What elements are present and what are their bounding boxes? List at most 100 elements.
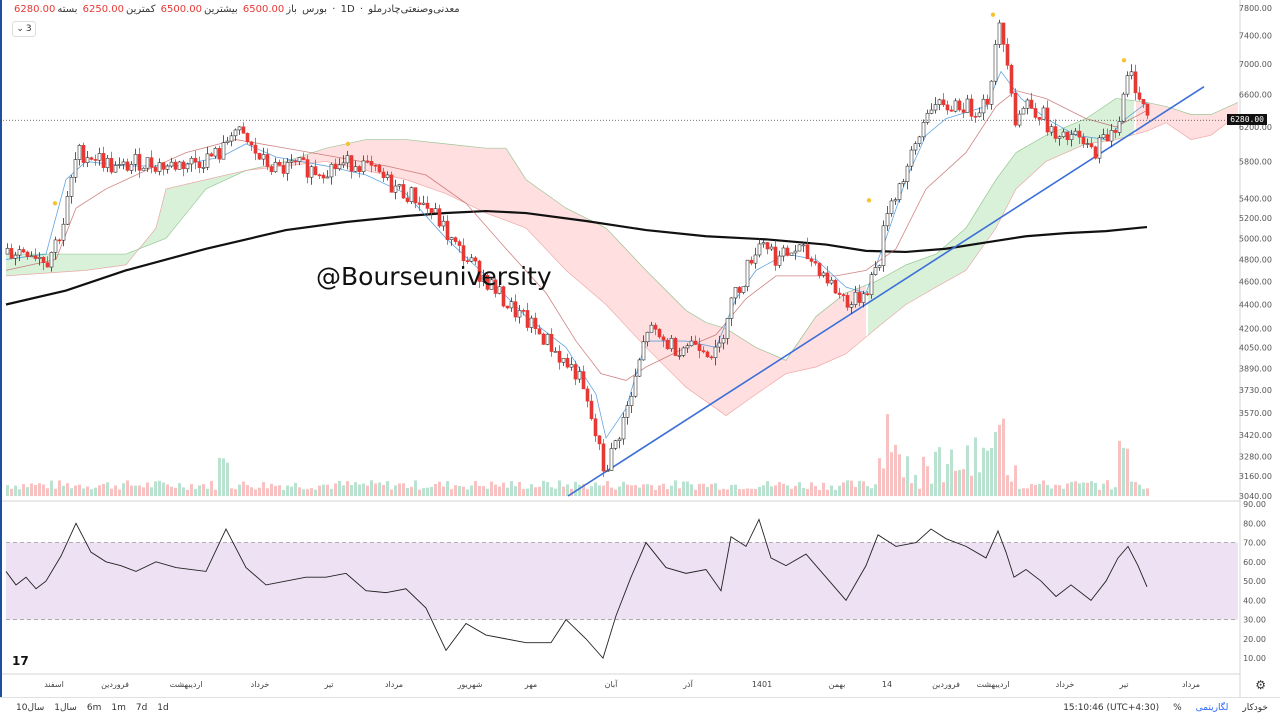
volume-bar xyxy=(790,488,793,496)
candle-body xyxy=(765,242,770,250)
candle-body xyxy=(517,310,522,318)
candle-body xyxy=(69,176,74,197)
candle-body xyxy=(97,153,102,161)
price-tick-label: 5400.00 xyxy=(1239,194,1272,203)
volume-bar xyxy=(1110,489,1113,496)
volume-bar xyxy=(322,484,325,496)
candle-body xyxy=(1097,137,1102,159)
volume-bar xyxy=(650,485,653,496)
candle-body xyxy=(329,163,334,178)
volume-bar xyxy=(510,481,513,496)
candle-body xyxy=(45,262,50,268)
volume-bar xyxy=(286,485,289,496)
volume-bar xyxy=(878,458,881,496)
candle-body xyxy=(605,470,610,472)
volume-bar xyxy=(826,489,829,496)
candle-body xyxy=(337,164,342,170)
symbol-name[interactable]: معدنی‌وصنعتی‌چادرملو xyxy=(368,4,460,15)
percent-toggle[interactable]: % xyxy=(1173,703,1182,713)
volume-bar xyxy=(50,480,53,496)
volume-bar xyxy=(1022,488,1025,496)
volume-bar xyxy=(886,414,889,496)
candle-body xyxy=(293,160,298,163)
volume-bar xyxy=(818,489,821,496)
time-tick-label: خرداد xyxy=(1056,680,1075,689)
volume-bar xyxy=(214,489,217,496)
candle-body xyxy=(457,241,462,246)
volume-bar xyxy=(722,488,725,496)
candle-body xyxy=(621,417,626,440)
volume-bar xyxy=(198,485,201,496)
price-tick-label: 4050.00 xyxy=(1239,343,1272,352)
volume-bar xyxy=(538,486,541,496)
volume-bar xyxy=(610,487,613,496)
candle-body xyxy=(717,342,722,348)
range-1m[interactable]: 1m xyxy=(111,703,126,713)
auto-toggle[interactable]: خودکار xyxy=(1242,703,1268,713)
candle-body xyxy=(725,318,730,339)
candle-body xyxy=(821,272,826,276)
log-toggle[interactable]: لگاریتمی xyxy=(1195,703,1229,713)
volume-bar xyxy=(474,480,477,496)
candle-body xyxy=(21,249,26,253)
signal-dot xyxy=(345,141,351,147)
volume-bar xyxy=(782,483,785,496)
tradingview-logo-icon[interactable]: 17 xyxy=(12,654,29,668)
volume-bar xyxy=(1082,482,1085,496)
candle-body xyxy=(413,187,418,204)
clock-time[interactable]: 15:10:46 (UTC+4:30) xyxy=(1063,703,1160,713)
candle-body xyxy=(693,340,698,345)
candle-body xyxy=(261,154,266,160)
volume-bar xyxy=(662,483,665,496)
candle-body xyxy=(709,356,714,359)
volume-bar xyxy=(1042,480,1045,496)
candle-body xyxy=(573,364,578,380)
indicators-toggle-button[interactable]: ⌄ 3 xyxy=(12,21,36,37)
gear-icon[interactable]: ⚙ xyxy=(1255,678,1266,692)
volume-bar xyxy=(98,485,101,496)
candle-body xyxy=(901,181,906,185)
volume-bar xyxy=(146,482,149,496)
candle-body xyxy=(437,208,442,227)
range-6m[interactable]: 6m xyxy=(86,703,102,713)
range-7d[interactable]: 7d xyxy=(135,703,148,713)
volume-bar xyxy=(534,487,537,496)
candle-body xyxy=(841,294,846,296)
candle-body xyxy=(289,160,294,163)
low-label: کمترین xyxy=(126,4,156,15)
candle-body xyxy=(305,159,310,178)
volume-bar xyxy=(618,486,621,496)
volume-bar xyxy=(450,489,453,496)
volume-bar xyxy=(262,482,265,496)
candle-body xyxy=(241,126,246,134)
volume-bar xyxy=(346,481,349,496)
candle-body xyxy=(1129,71,1134,76)
range-1d[interactable]: 1d xyxy=(157,703,169,713)
candle-body xyxy=(57,239,62,242)
candle-body xyxy=(401,184,406,199)
volume-bar xyxy=(470,485,473,496)
price-tick-label: 5200.00 xyxy=(1239,214,1272,223)
candle-body xyxy=(489,279,494,290)
candle-body xyxy=(1009,64,1014,94)
volume-bar xyxy=(558,480,561,496)
candle-body xyxy=(389,174,394,193)
candle-body xyxy=(565,357,570,368)
candle-body xyxy=(313,166,318,176)
candle-body xyxy=(885,213,890,227)
volume-bar xyxy=(370,480,373,496)
candle-body xyxy=(65,196,70,225)
volume-bar xyxy=(22,484,25,496)
volume-bar xyxy=(254,489,257,496)
volume-bar xyxy=(362,483,365,496)
time-tick-label: مهر xyxy=(524,680,537,689)
rsi-tick-label: 50.00 xyxy=(1243,577,1266,586)
volume-bar xyxy=(442,486,445,496)
price-tick-label: 5800.00 xyxy=(1239,157,1272,166)
interval[interactable]: 1D xyxy=(340,4,355,15)
candle-body xyxy=(593,418,598,437)
range-1y[interactable]: 1سال xyxy=(54,703,77,713)
range-10y[interactable]: 10سال xyxy=(16,703,45,713)
